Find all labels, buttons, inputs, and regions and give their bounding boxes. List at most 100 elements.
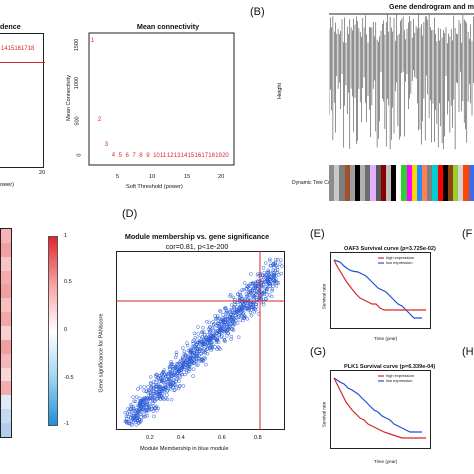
scatter-point — [208, 325, 212, 329]
scatter-point — [263, 297, 268, 301]
module-color-segment — [432, 165, 438, 201]
scatter-point — [214, 317, 219, 321]
scatter-point — [160, 387, 165, 391]
scatter-point — [153, 374, 158, 378]
module-color-segment — [391, 165, 397, 201]
scatter-point — [246, 284, 251, 289]
scatter-point — [255, 283, 259, 288]
mc-point-label: 3 — [105, 142, 109, 148]
scatter-point — [241, 287, 246, 292]
scatter-point — [156, 396, 160, 401]
mc-point-label: 5 — [119, 153, 123, 159]
mc-ylabel: Mean Connectivity — [66, 74, 73, 122]
panel-e: (E) OAF3 Survival curve (p=3.725e-02) Su… — [304, 228, 454, 346]
scatter-point — [217, 346, 221, 350]
mc-point-label: 7 — [132, 153, 136, 159]
scatter-point — [129, 404, 134, 409]
scatter-point — [181, 346, 185, 350]
panel-b-ylabel: Height — [277, 82, 284, 100]
scatter-point — [187, 363, 192, 367]
mc-ytick: 500 — [74, 116, 81, 126]
scatter-point — [133, 399, 138, 404]
module-color-segment — [427, 165, 433, 201]
scatter-point — [177, 368, 182, 373]
scatter-point — [175, 365, 179, 370]
scatter-point — [230, 319, 234, 324]
scatter-point — [154, 380, 158, 385]
mc-ytick: 1500 — [74, 38, 81, 52]
module-color-segment — [354, 165, 361, 201]
panel-b-letter: (B) — [250, 6, 265, 18]
heatmap-cell — [1, 353, 11, 368]
scatter-point — [217, 332, 222, 336]
scatter-point — [181, 384, 186, 388]
scatter-point — [210, 344, 215, 349]
scatter-point — [197, 349, 202, 353]
panel-d-letter: (D) — [122, 208, 138, 220]
module-color-segment — [463, 165, 469, 201]
heatmap-cell — [1, 242, 11, 257]
scatter-point — [166, 372, 170, 376]
scatter-point — [204, 319, 209, 324]
scatter-point — [250, 282, 255, 286]
module-color-segment — [365, 165, 371, 201]
scatter-point — [229, 337, 233, 341]
scatter-point — [270, 294, 274, 299]
panel-g-legend-high: high expression — [386, 373, 415, 378]
scatter-point — [267, 272, 271, 277]
scatter-point — [154, 384, 159, 389]
scatter-point — [139, 418, 144, 423]
scatter-point — [130, 414, 135, 418]
scatter-point — [159, 385, 163, 390]
scatter-point — [208, 330, 213, 334]
scatter-point — [240, 307, 245, 311]
scatter-point — [191, 341, 195, 346]
scatter-point — [236, 310, 240, 314]
scatter-point — [171, 372, 176, 376]
mc-point-label: 20 — [222, 153, 229, 159]
scatter-point — [171, 380, 175, 385]
scatter-point — [154, 372, 158, 377]
scatter-point — [131, 407, 135, 412]
scatter-point — [241, 302, 246, 307]
scatter-point — [163, 380, 168, 385]
scatter-point — [150, 398, 155, 403]
module-color-segment — [453, 165, 459, 201]
scatter-point — [202, 342, 206, 346]
scatter-point — [157, 393, 162, 397]
scatter-point — [175, 362, 179, 366]
scatter-point — [209, 336, 214, 341]
scatter-point — [268, 259, 272, 263]
scatter-point — [215, 336, 220, 340]
scatter-point — [191, 339, 195, 344]
colorbar-tick: 0.5 — [64, 279, 72, 285]
scatter-point — [246, 306, 250, 310]
mc-ytick: 0 — [76, 153, 83, 157]
scatter-point — [272, 271, 276, 275]
scatter-point — [242, 316, 247, 320]
scatter-point — [198, 347, 202, 352]
scatter-point — [172, 378, 176, 382]
scatter-point — [226, 331, 231, 336]
heatmap-cell — [1, 395, 11, 410]
scatter-point — [265, 278, 269, 283]
scatter-point — [247, 293, 252, 297]
scatter-point — [244, 307, 248, 311]
scatter-point — [135, 407, 139, 412]
scatter-point — [205, 351, 210, 356]
scatter-point — [271, 282, 275, 286]
scatter-point — [236, 335, 241, 339]
scatter-point — [139, 415, 143, 419]
scatter-point — [260, 278, 264, 282]
scatter-point — [228, 294, 232, 298]
scatter-point — [186, 354, 190, 358]
panel-d: (D) Module membership vs. gene significa… — [92, 205, 292, 470]
scatter-point — [127, 419, 131, 424]
scatter-point — [278, 262, 282, 267]
scatter-point — [263, 261, 268, 265]
mc-xtick: 10 — [149, 174, 156, 180]
scatter-point — [174, 350, 179, 355]
mc-xtick: 5 — [116, 174, 120, 180]
scatter-point — [132, 399, 136, 404]
